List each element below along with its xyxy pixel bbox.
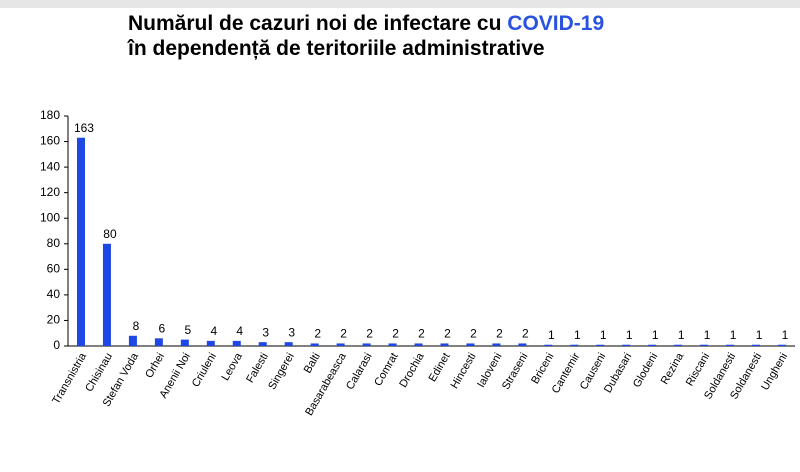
data-label: 1 [600,328,607,342]
bar [648,344,657,346]
chart-title-highlight: COVID-19 [507,12,604,35]
y-tick-label: 80 [47,236,61,250]
bar [752,344,761,346]
y-tick-label: 100 [40,210,60,224]
bar [518,343,527,346]
data-label: 2 [470,327,477,341]
chart-title: Numărul de cazuri noi de infectare cu [128,12,501,35]
bar [180,339,189,346]
y-tick-label: 120 [40,185,60,199]
bar [726,344,735,346]
x-tick-label: Leova [219,350,245,383]
data-label: 8 [133,319,140,333]
chart-subtitle: în dependență de teritoriile administrat… [127,37,545,60]
chart-title-line: Numărul de cazuri noi de infectare cu CO… [128,12,604,35]
y-tick-label: 160 [40,134,60,148]
bar [778,344,787,346]
bar [232,340,241,346]
data-label: 6 [159,322,166,336]
y-tick-label: 180 [40,108,60,122]
bar [388,343,397,346]
x-tick-label: Singerei [266,351,297,392]
bar [362,343,371,346]
data-label: 3 [262,325,269,339]
data-label: 1 [756,328,763,342]
x-tick-label: Criuleni [190,351,219,389]
data-label: 2 [522,327,529,341]
bar [128,335,137,346]
data-label: 2 [444,327,451,341]
x-tick-label: Glodeni [631,351,660,390]
x-tick-label: Riscani [684,351,712,388]
data-label: 1 [548,328,555,342]
bar [206,340,215,346]
bar [258,342,267,346]
y-tick-label: 140 [40,159,60,173]
bar [76,137,85,346]
x-tick-label: Transnistria [50,350,89,406]
data-label: 1 [652,328,659,342]
x-tick-label: Briceni [529,351,556,386]
bar [570,344,579,346]
bar [414,343,423,346]
data-label: 1 [678,328,685,342]
bar [154,338,163,346]
data-label: 2 [418,327,425,341]
bar [440,343,449,346]
data-label: 2 [392,327,399,341]
data-label: 1 [782,328,789,342]
x-tick-label: Calarasi [344,351,375,392]
data-label: 4 [236,324,243,338]
y-tick-label: 40 [47,287,61,301]
bar [310,343,319,346]
bar [492,343,501,346]
x-tick-label: Falesti [244,351,271,385]
y-tick-label: 0 [53,338,60,352]
data-label: 1 [626,328,633,342]
top-strip [0,0,800,8]
x-tick-label: Drochia [397,350,427,390]
x-tick-label: Orhei [143,351,167,380]
data-label: 163 [74,121,94,135]
x-tick-label: Straseni [500,351,531,392]
data-label: 5 [184,323,191,337]
bar [102,243,111,346]
bar [466,343,475,346]
bar [622,344,631,346]
x-tick-label: Comrat [372,351,400,388]
data-label: 2 [496,327,503,341]
x-tick-label: Balti [302,351,323,376]
data-label: 2 [314,327,321,341]
y-tick-label: 20 [47,313,61,327]
data-label: 1 [730,328,737,342]
data-label: 3 [288,325,295,339]
bar [336,343,345,346]
data-label: 2 [340,327,347,341]
x-tick-label: Edinet [427,351,453,384]
x-tick-label: Hincesti [449,351,479,391]
data-label: 4 [210,324,217,338]
bar [674,344,683,346]
bar [596,344,605,346]
bar [700,344,709,346]
bar [284,342,293,346]
bar [544,344,553,346]
data-label: 80 [103,227,117,241]
data-label: 1 [574,328,581,342]
data-label: 2 [366,327,373,341]
y-tick-label: 60 [47,262,61,276]
data-label: 1 [704,328,711,342]
x-tick-label: Rezina [659,350,687,386]
